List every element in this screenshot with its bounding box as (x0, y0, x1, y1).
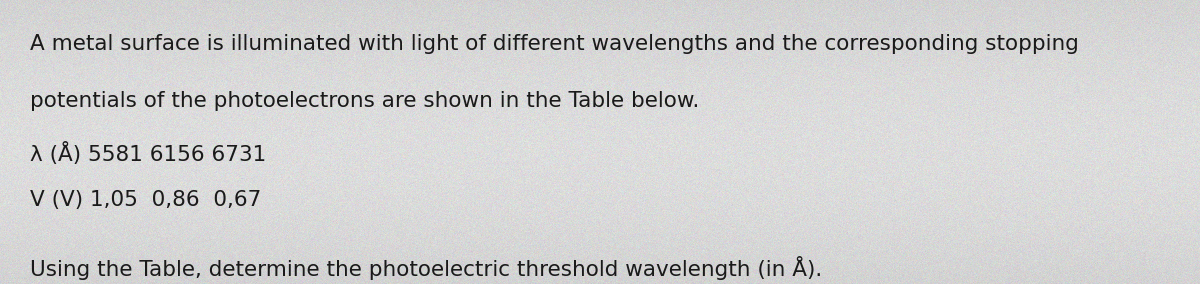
Text: A metal surface is illuminated with light of different wavelengths and the corre: A metal surface is illuminated with ligh… (30, 34, 1079, 54)
Text: V (V) 1,05  0,86  0,67: V (V) 1,05 0,86 0,67 (30, 190, 262, 210)
Text: potentials of the photoelectrons are shown in the Table below.: potentials of the photoelectrons are sho… (30, 91, 700, 111)
Text: Using the Table, determine the photoelectric threshold wavelength (in Å).: Using the Table, determine the photoelec… (30, 256, 822, 280)
Text: λ (Å) 5581 6156 6731: λ (Å) 5581 6156 6731 (30, 142, 266, 165)
